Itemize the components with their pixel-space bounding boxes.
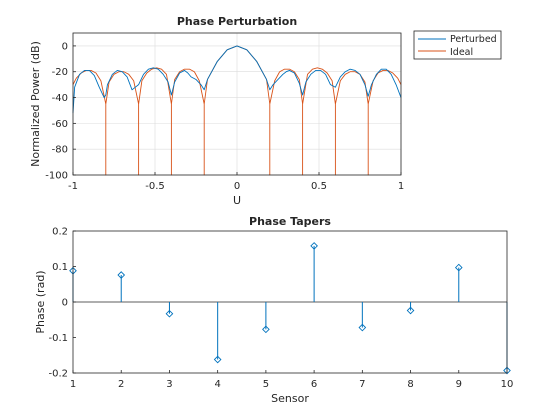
x-tick-label: 1 [70,379,76,390]
power-pattern-series [72,45,402,176]
y-tick-label: -20 [52,67,68,78]
power-pattern-ticks: -1 -0.5 0 0.5 1 0 -20 -40 -60 -80 -100 [45,41,404,192]
stem-marker-diamond [262,325,270,334]
power-pattern-y-axis-label: Normalized Power (dB) [29,41,42,167]
stem-marker-diamond [213,355,222,364]
x-tick-label: 7 [359,379,365,390]
series-line-perturbed [72,45,402,114]
y-tick-label: 0.1 [52,262,68,273]
x-tick-label: 0 [234,181,240,192]
y-tick-label: -0.2 [48,369,68,380]
power-pattern-chart: Phase Perturbation -1 -0.5 0 0.5 1 0 -20 -40 -60… [29,15,502,207]
x-tick-label: 2 [118,379,124,390]
y-tick-label: -80 [52,145,68,156]
y-tick-label: -40 [52,93,68,104]
phase-tapers-ticks: 1 2 3 4 5 6 7 8 9 10 0.2 0.1 0 -0.1 -0.2 [48,227,513,391]
x-tick-label: -0.5 [145,181,165,192]
y-tick-label: 0 [62,41,68,52]
stem-marker-diamond [117,271,126,279]
stem-marker-diamond [406,306,415,315]
stem-marker-diamond [310,242,318,250]
stem-marker-diamond [503,366,511,375]
phase-tapers-y-axis-label: Phase (rad) [34,270,47,333]
x-tick-label: 9 [456,379,462,390]
y-tick-label: 0 [62,298,68,309]
x-tick-label: 10 [501,379,514,390]
x-tick-label: 3 [166,379,172,390]
legend: Perturbed Ideal [413,30,502,60]
phase-tapers-chart: Phase Tapers 1 2 3 4 5 6 7 8 9 100.20.10-0.1-0.2 … [34,215,513,405]
y-tick-label: -0.1 [48,333,68,344]
x-tick-label: 4 [214,379,220,390]
y-tick-label: -100 [45,171,68,182]
stem-marker-diamond [165,309,174,318]
legend-perturbed-label: Perturbed [450,34,497,45]
x-tick-label: 8 [407,379,413,390]
x-tick-label: 0.5 [311,181,327,192]
power-pattern-chart-title: Phase Perturbation [177,15,297,28]
x-tick-label: 5 [263,379,269,390]
x-tick-label: 1 [398,181,404,192]
phase-tapers-stems [69,242,511,375]
legend-box [413,30,502,60]
phase-tapers-x-axis-label: Sensor [271,392,309,405]
power-pattern-x-axis-label: U [233,194,241,207]
y-tick-label: -60 [52,119,68,130]
power-pattern-grid [72,33,402,176]
stem-marker-diamond [358,323,367,332]
x-tick-label: 6 [311,379,317,390]
legend-ideal-label: Ideal [450,47,473,58]
y-tick-label: 0.2 [52,227,68,238]
stem-marker-diamond [454,263,463,272]
phase-tapers-chart-title: Phase Tapers [249,215,331,228]
x-tick-label: -1 [68,181,78,192]
